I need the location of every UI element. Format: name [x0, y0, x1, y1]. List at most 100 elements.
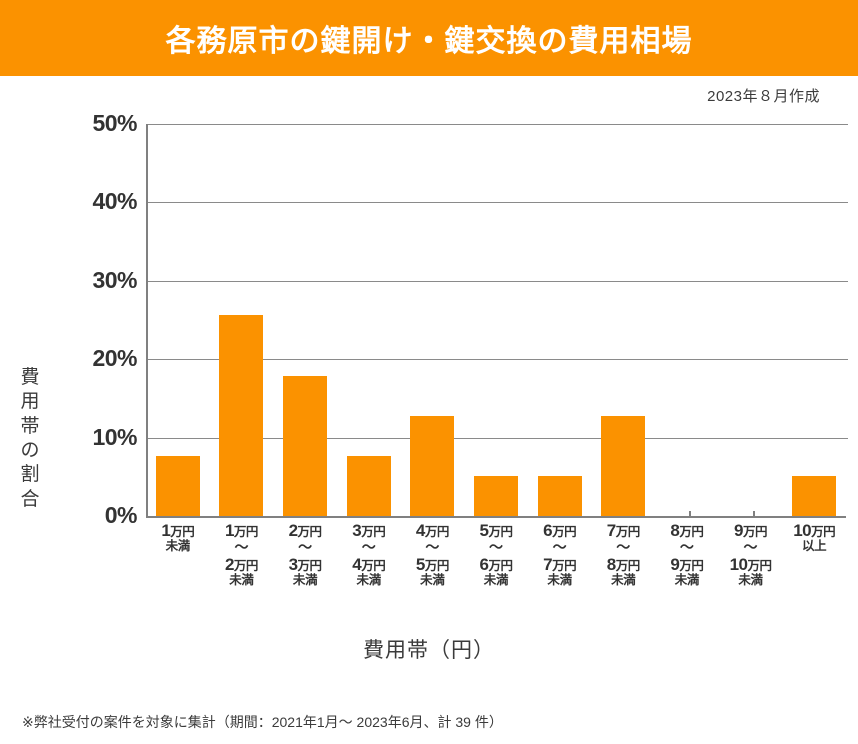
x-label-line3: 未満 [738, 573, 763, 588]
x-label-line1: 3万円 [352, 521, 386, 540]
y-tick-label: 0% [104, 501, 138, 528]
bar-slot [591, 124, 655, 516]
bar[interactable] [155, 455, 200, 516]
x-label-line2: 10万円 [729, 554, 772, 574]
bar-slot [464, 124, 528, 516]
x-tick-label: 5万円〜 6万円 未満 [464, 521, 528, 588]
x-label-line1: 4万円 [415, 521, 449, 540]
x-label-line3: 未満 [611, 573, 636, 588]
bar-slot [528, 124, 592, 516]
x-label-line2: 2万円 [224, 554, 258, 574]
x-tick-label: 7万円〜 8万円 未満 [591, 521, 655, 588]
bar-slot [782, 124, 846, 516]
x-label-line2: 3万円 [288, 554, 322, 574]
bar-slot [655, 124, 719, 516]
bar[interactable] [601, 415, 646, 516]
gridline [148, 124, 848, 125]
gridline [148, 359, 848, 361]
x-label-line1: 8万円 [670, 521, 704, 540]
x-label-line1: 6万円 [543, 521, 577, 540]
footnote: ※弊社受付の案件を対象に集計（期間：2021年1月～ 2023年6月、計 39 … [22, 714, 503, 730]
x-label-line3: 未満 [483, 573, 509, 588]
y-tick-label: 40% [92, 188, 137, 215]
x-label-line3: 未満 [547, 573, 572, 588]
x-tick-labels-group: 1万円 未満 1万円〜 2万円 未満 2万円〜 3万円 未満 3万円〜 4万円 未満 4万円〜 5万円未… [146, 521, 846, 632]
x-label-tilde: 〜 [298, 539, 313, 556]
x-label-line1: 1万円 [224, 521, 258, 540]
x-label-line2: 6万円 [479, 554, 513, 574]
x-label-line3: 以上 [801, 539, 827, 554]
y-tick-label: 30% [92, 266, 137, 293]
y-axis-title-char: 費 [20, 367, 40, 388]
y-axis-title-char: 割 [20, 464, 40, 486]
gridline [148, 202, 848, 204]
x-tick-label: 4万円〜 5万円 未満 [401, 521, 465, 588]
bar[interactable] [537, 476, 582, 516]
x-label-tilde: 〜 [361, 539, 376, 556]
bar-slot [146, 124, 210, 516]
x-label-line1: 10万円 [793, 521, 836, 540]
x-tick-label: 8万円〜 9万円 未満 [655, 521, 719, 588]
y-axis-title-char: 帯 [20, 415, 40, 437]
x-label-line2: 7万円 [543, 554, 577, 574]
x-label-tilde: 〜 [488, 539, 503, 556]
bar[interactable] [283, 375, 328, 516]
x-tick-label: 3万円〜 4万円 未満 [337, 521, 401, 588]
x-label-line2: 8万円 [606, 554, 640, 574]
header-banner: 各務原市の鍵開け・鍵交換の費用相場 [0, 0, 858, 76]
bar[interactable] [346, 455, 391, 516]
y-axis-title-char: の [20, 439, 40, 461]
bar[interactable] [219, 315, 264, 516]
x-tick-label: 2万円〜 3万円 未満 [273, 521, 337, 588]
x-label-tilde: 〜 [234, 539, 249, 556]
x-label-tilde: 〜 [743, 539, 758, 556]
bars-group [146, 124, 846, 516]
x-tick-label: 1万円 未満 [146, 521, 210, 554]
page-title: 各務原市の鍵開け・鍵交換の費用相場 [165, 25, 693, 58]
x-tick-mark [688, 511, 691, 518]
bar[interactable] [410, 415, 455, 516]
x-label-tilde: 〜 [552, 539, 567, 556]
x-label-line3: 未満 [165, 539, 191, 554]
gridline [148, 437, 848, 439]
y-axis-title-char: 用 [20, 391, 40, 413]
chart-area: 費用帯の割合 0% 10% 20% 30% 40% 50% 1万円 未満 1万円〜 2万円 未満 2… [0, 110, 858, 674]
y-axis-title-char: 合 [20, 488, 40, 510]
x-tick-label: 6万円〜 7万円 未満 [528, 521, 592, 588]
x-label-line1: 5万円 [479, 521, 513, 540]
bar[interactable] [473, 476, 518, 516]
x-label-line3: 未満 [420, 573, 445, 588]
created-date-label: 2023年８月作成 [707, 87, 820, 105]
bar[interactable] [792, 476, 837, 516]
x-tick-label: 9万円〜 10万円 未満 [719, 521, 783, 588]
x-label-line2: 4万円 [352, 554, 386, 574]
bar-slot [337, 124, 401, 516]
y-axis-title: 費用帯の割合 [12, 366, 48, 512]
x-label-line3: 未満 [356, 573, 382, 588]
x-label-line1: 7万円 [606, 521, 640, 540]
x-tick-label: 1万円〜 2万円 未満 [210, 521, 274, 588]
y-tick-label: 10% [92, 423, 137, 450]
y-tick-label: 20% [92, 345, 137, 372]
bar-slot [401, 124, 465, 516]
x-label-line1: 1万円 [161, 521, 195, 540]
x-label-line3: 未満 [229, 573, 254, 588]
x-label-line2: 5万円 [415, 554, 449, 574]
x-label-line3: 未満 [292, 573, 318, 588]
created-date-row: 2023年８月作成 [0, 76, 858, 114]
x-label-tilde: 〜 [616, 539, 631, 556]
bar-slot [210, 124, 274, 516]
bar-slot [273, 124, 337, 516]
x-label-line2: 9万円 [670, 554, 704, 574]
x-label-tilde: 〜 [425, 539, 440, 556]
x-label-line1: 2万円 [288, 521, 322, 540]
y-tick-label: 50% [92, 109, 137, 136]
x-tick-label: 10万円 以上 [782, 521, 846, 554]
x-tick-mark [752, 511, 755, 518]
x-label-tilde: 〜 [679, 539, 694, 556]
x-label-line3: 未満 [674, 573, 700, 588]
x-axis-title: 費用帯（円） [363, 639, 495, 662]
x-label-line1: 9万円 [734, 521, 768, 540]
gridline [148, 280, 848, 282]
bar-slot [719, 124, 783, 516]
